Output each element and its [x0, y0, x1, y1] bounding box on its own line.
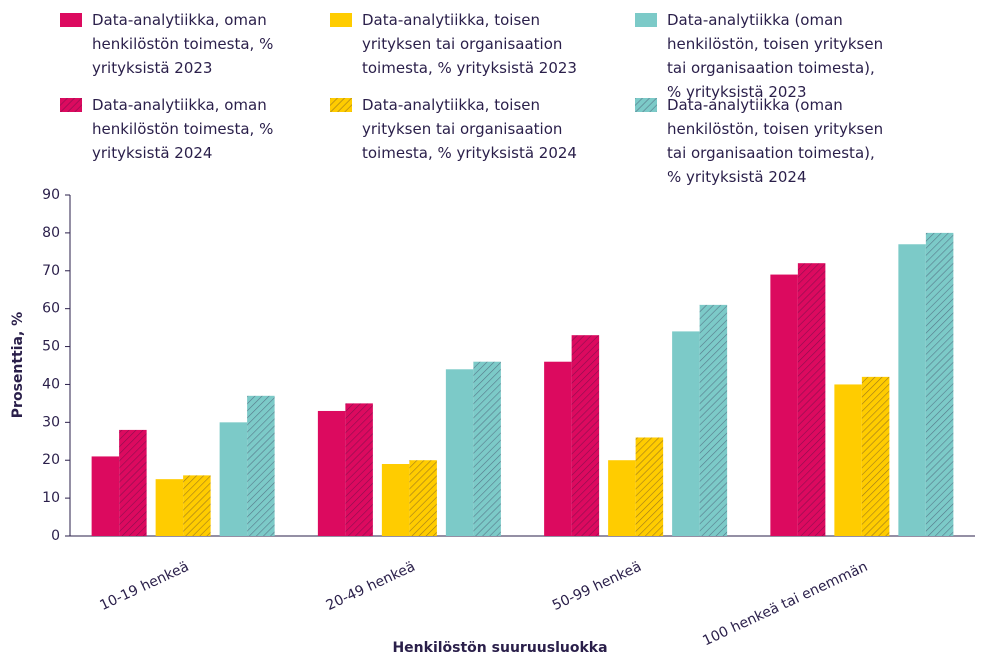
legend-label: Data-analytiikka, toisen yrityksen tai o…	[362, 96, 577, 162]
legend-item: Data-analytiikka (oman henkilöstön, tois…	[635, 93, 890, 189]
y-tick-label: 50	[42, 339, 60, 355]
bar	[635, 437, 664, 536]
legend-swatch-fill	[330, 13, 352, 27]
bar	[219, 422, 248, 536]
y-tick-label: 80	[42, 225, 60, 241]
bar	[699, 304, 728, 536]
legend-swatch	[60, 98, 82, 112]
bar	[345, 403, 373, 536]
x-axis-title: Henkilöstön suuruusluokka	[392, 640, 607, 656]
legend-swatch-fill	[330, 98, 352, 112]
bar	[473, 361, 501, 536]
legend-swatch-fill	[60, 13, 82, 27]
bar	[91, 456, 120, 536]
y-tick-label: 20	[42, 452, 60, 468]
legend-label: Data-analytiikka, oman henkilöstön toime…	[92, 96, 274, 162]
bar	[861, 376, 890, 536]
y-tick-label: 10	[42, 490, 60, 506]
y-tick-label: 60	[42, 301, 60, 317]
legend-swatch-fill	[60, 98, 82, 112]
legend-swatch-fill	[635, 98, 657, 112]
bar	[770, 274, 798, 536]
bar	[445, 369, 474, 536]
bar	[409, 460, 437, 536]
bar	[381, 464, 410, 536]
legend-label: Data-analytiikka, oman henkilöstön toime…	[92, 11, 274, 77]
legend-swatch	[635, 98, 657, 112]
bar	[898, 244, 926, 536]
bar	[317, 410, 346, 536]
bar	[925, 232, 954, 536]
legend-swatch	[330, 98, 352, 112]
legend-swatch	[60, 13, 82, 27]
bar	[797, 263, 826, 536]
x-tick-label: 100 henkeä tai enemmän	[700, 559, 870, 650]
x-tick-label: 10-19 henkeä	[97, 559, 191, 614]
bar	[672, 331, 700, 536]
legend-item: Data-analytiikka, oman henkilöstön toime…	[60, 93, 315, 165]
bar	[247, 395, 275, 536]
legend-item: Data-analytiikka, toisen yrityksen tai o…	[330, 93, 585, 165]
y-tick-label: 30	[42, 414, 60, 430]
bar	[155, 479, 184, 536]
bar	[608, 460, 636, 536]
bar	[834, 384, 862, 536]
legend-swatch	[635, 13, 657, 27]
y-tick-label: 70	[42, 263, 60, 279]
legend-label: Data-analytiikka, toisen yrityksen tai o…	[362, 11, 577, 77]
legend-item: Data-analytiikka, oman henkilöstön toime…	[60, 8, 315, 80]
bar	[571, 335, 600, 536]
y-tick-label: 90	[42, 187, 60, 203]
legend-label: Data-analytiikka (oman henkilöstön, tois…	[667, 96, 884, 186]
bar	[544, 361, 572, 536]
y-tick-label: 0	[51, 528, 60, 544]
legend-label: Data-analytiikka (oman henkilöstön, tois…	[667, 11, 884, 101]
legend-item: Data-analytiikka (oman henkilöstön, tois…	[635, 8, 890, 104]
y-axis-title: Prosenttia, %	[10, 312, 26, 418]
bar	[119, 429, 147, 536]
x-tick-label: 50-99 henkeä	[550, 559, 644, 614]
x-tick-label: 20-49 henkeä	[324, 559, 418, 614]
legend-item: Data-analytiikka, toisen yrityksen tai o…	[330, 8, 585, 80]
y-tick-label: 40	[42, 376, 60, 392]
legend-swatch-fill	[635, 13, 657, 27]
bar	[183, 475, 211, 536]
legend-swatch	[330, 13, 352, 27]
